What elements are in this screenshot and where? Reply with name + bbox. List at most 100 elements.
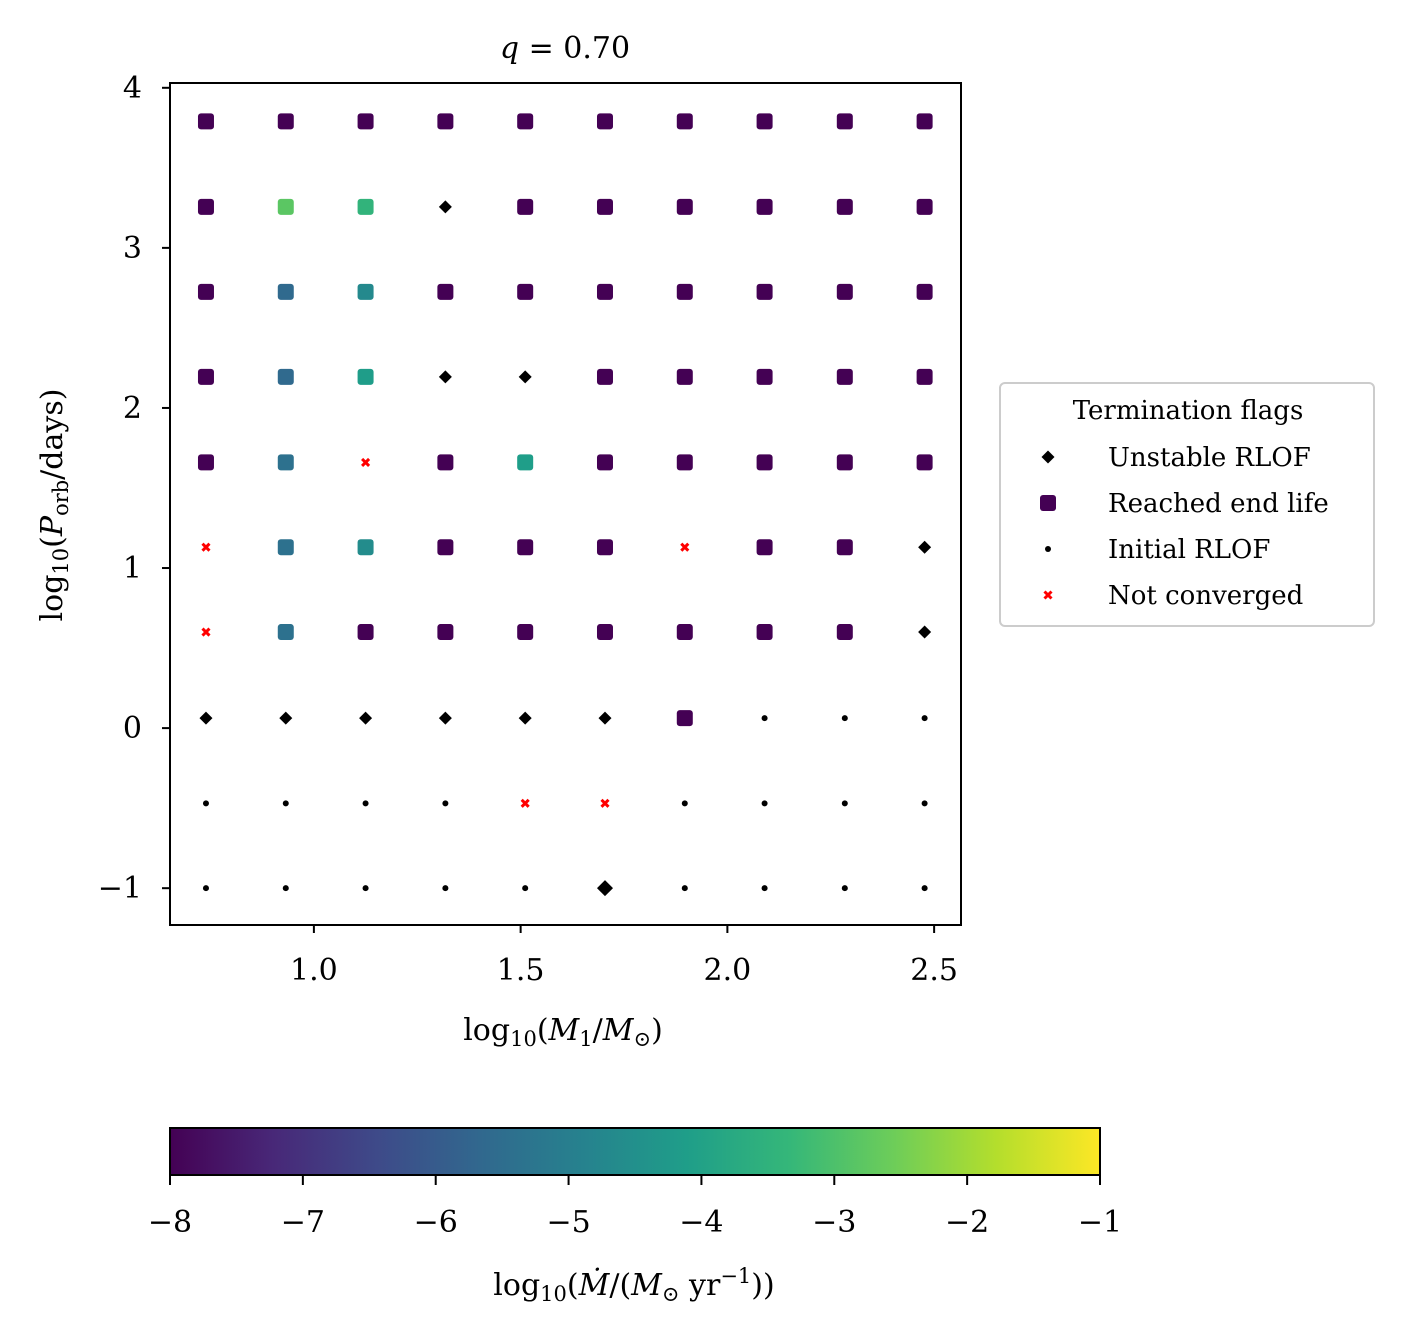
marker-reached-end-life bbox=[756, 368, 773, 385]
marker-unstable-rlof bbox=[518, 711, 532, 725]
marker-initial-rlof bbox=[921, 885, 928, 892]
marker-reached-end-life bbox=[517, 198, 534, 215]
marker-reached-end-life bbox=[676, 283, 693, 300]
marker-reached-end-life bbox=[517, 113, 534, 130]
marker-reached-end-life bbox=[676, 624, 693, 641]
marker-reached-end-life bbox=[437, 624, 454, 641]
marker-unstable-rlof bbox=[438, 370, 452, 384]
marker-reached-end-life bbox=[197, 368, 214, 385]
colorbar-tick-label: −2 bbox=[945, 1205, 989, 1240]
marker-not-converged bbox=[201, 542, 211, 552]
marker-reached-end-life bbox=[756, 539, 773, 556]
colorbar-tick-label: −4 bbox=[679, 1205, 723, 1240]
colorbar-tick-label: −7 bbox=[281, 1205, 325, 1240]
marker-reached-end-life bbox=[836, 539, 853, 556]
marker-initial-rlof bbox=[841, 800, 848, 807]
colorbar-tick-label: −5 bbox=[546, 1205, 590, 1240]
marker-reached-end-life bbox=[197, 283, 214, 300]
y-tick-label: 2 bbox=[123, 391, 142, 426]
marker-reached-end-life bbox=[596, 454, 613, 471]
marker-reached-end-life bbox=[756, 454, 773, 471]
marker-reached-end-life bbox=[676, 710, 693, 727]
marker-reached-end-life bbox=[836, 624, 853, 641]
marker-unstable-rlof bbox=[918, 540, 932, 554]
marker-reached-end-life bbox=[676, 198, 693, 215]
marker-unstable-rlof bbox=[438, 200, 452, 214]
colorbar-tick-label: −6 bbox=[414, 1205, 458, 1240]
marker-reached-end-life bbox=[916, 198, 933, 215]
marker-initial-rlof bbox=[841, 885, 848, 892]
marker-reached-end-life bbox=[916, 368, 933, 385]
marker-reached-end-life bbox=[517, 624, 534, 641]
marker-unstable-rlof bbox=[596, 880, 613, 897]
marker-initial-rlof bbox=[442, 885, 449, 892]
marker-initial-rlof bbox=[761, 885, 768, 892]
marker-reached-end-life bbox=[596, 368, 613, 385]
marker-reached-end-life bbox=[277, 624, 294, 641]
marker-reached-end-life bbox=[357, 624, 374, 641]
marker-initial-rlof bbox=[761, 715, 768, 722]
legend-entry: Initial RLOF bbox=[1045, 535, 1270, 565]
marker-reached-end-life bbox=[756, 624, 773, 641]
marker-not-converged bbox=[520, 798, 530, 808]
y-tick-label: 0 bbox=[123, 711, 142, 746]
legend-entry: Unstable RLOF bbox=[1041, 443, 1311, 473]
y-tick-label: −1 bbox=[98, 871, 142, 906]
data-points bbox=[197, 113, 933, 897]
marker-reached-end-life bbox=[197, 454, 214, 471]
marker-not-converged bbox=[600, 798, 610, 808]
marker-reached-end-life bbox=[277, 539, 294, 556]
marker-reached-end-life bbox=[357, 368, 374, 385]
marker-reached-end-life bbox=[197, 198, 214, 215]
colorbar-label: log10(Ṁ/(M⊙ yr−1)) bbox=[493, 1264, 774, 1306]
marker-initial-rlof bbox=[442, 800, 449, 807]
marker-initial-rlof bbox=[282, 885, 289, 892]
marker-not-converged bbox=[680, 542, 690, 552]
marker-reached-end-life bbox=[437, 283, 454, 300]
x-axis-label: log10(M1/M⊙) bbox=[463, 1013, 663, 1051]
marker-reached-end-life bbox=[676, 113, 693, 130]
marker-reached-end-life bbox=[916, 283, 933, 300]
legend-label: Not converged bbox=[1108, 581, 1303, 611]
marker-reached-end-life bbox=[277, 198, 294, 215]
marker-initial-rlof bbox=[282, 800, 289, 807]
marker-initial-rlof bbox=[921, 800, 928, 807]
marker-reached-end-life bbox=[277, 113, 294, 130]
marker-unstable-rlof bbox=[438, 711, 452, 725]
marker-initial-rlof bbox=[362, 885, 369, 892]
marker-initial-rlof bbox=[202, 800, 209, 807]
x-tick-label: 2.0 bbox=[704, 953, 752, 988]
marker-reached-end-life bbox=[836, 368, 853, 385]
chart-title: q = 0.70 bbox=[500, 31, 630, 66]
marker-reached-end-life bbox=[1040, 495, 1056, 511]
marker-reached-end-life bbox=[836, 454, 853, 471]
marker-unstable-rlof bbox=[1041, 450, 1055, 464]
legend-box bbox=[999, 382, 1375, 627]
marker-reached-end-life bbox=[437, 539, 454, 556]
y-axis-label: log10(Porb/days) bbox=[35, 389, 73, 622]
plot-frame bbox=[169, 82, 962, 926]
x-axis: 1.0 1.5 2.0 2.5 bbox=[290, 925, 958, 988]
marker-not-converged bbox=[201, 627, 211, 637]
marker-reached-end-life bbox=[596, 113, 613, 130]
legend-title: Termination flags bbox=[1073, 396, 1304, 426]
x-tick-label: 1.0 bbox=[290, 953, 338, 988]
marker-reached-end-life bbox=[277, 283, 294, 300]
marker-reached-end-life bbox=[676, 454, 693, 471]
marker-reached-end-life bbox=[836, 283, 853, 300]
marker-unstable-rlof bbox=[359, 711, 373, 725]
y-axis: −1 0 1 2 3 4 bbox=[98, 71, 170, 906]
marker-reached-end-life bbox=[277, 454, 294, 471]
marker-initial-rlof bbox=[681, 885, 688, 892]
marker-initial-rlof bbox=[1045, 546, 1051, 552]
marker-reached-end-life bbox=[357, 198, 374, 215]
y-tick-label: 4 bbox=[123, 71, 142, 106]
marker-reached-end-life bbox=[756, 113, 773, 130]
marker-unstable-rlof bbox=[518, 370, 532, 384]
marker-reached-end-life bbox=[596, 198, 613, 215]
marker-reached-end-life bbox=[916, 113, 933, 130]
x-tick-label: 2.5 bbox=[910, 953, 958, 988]
colorbar: −8 −7 −6 −5 −4 −3 −2 −1 bbox=[148, 1127, 1122, 1240]
colorbar-tick-label: −8 bbox=[148, 1205, 192, 1240]
legend-label: Unstable RLOF bbox=[1108, 443, 1311, 473]
